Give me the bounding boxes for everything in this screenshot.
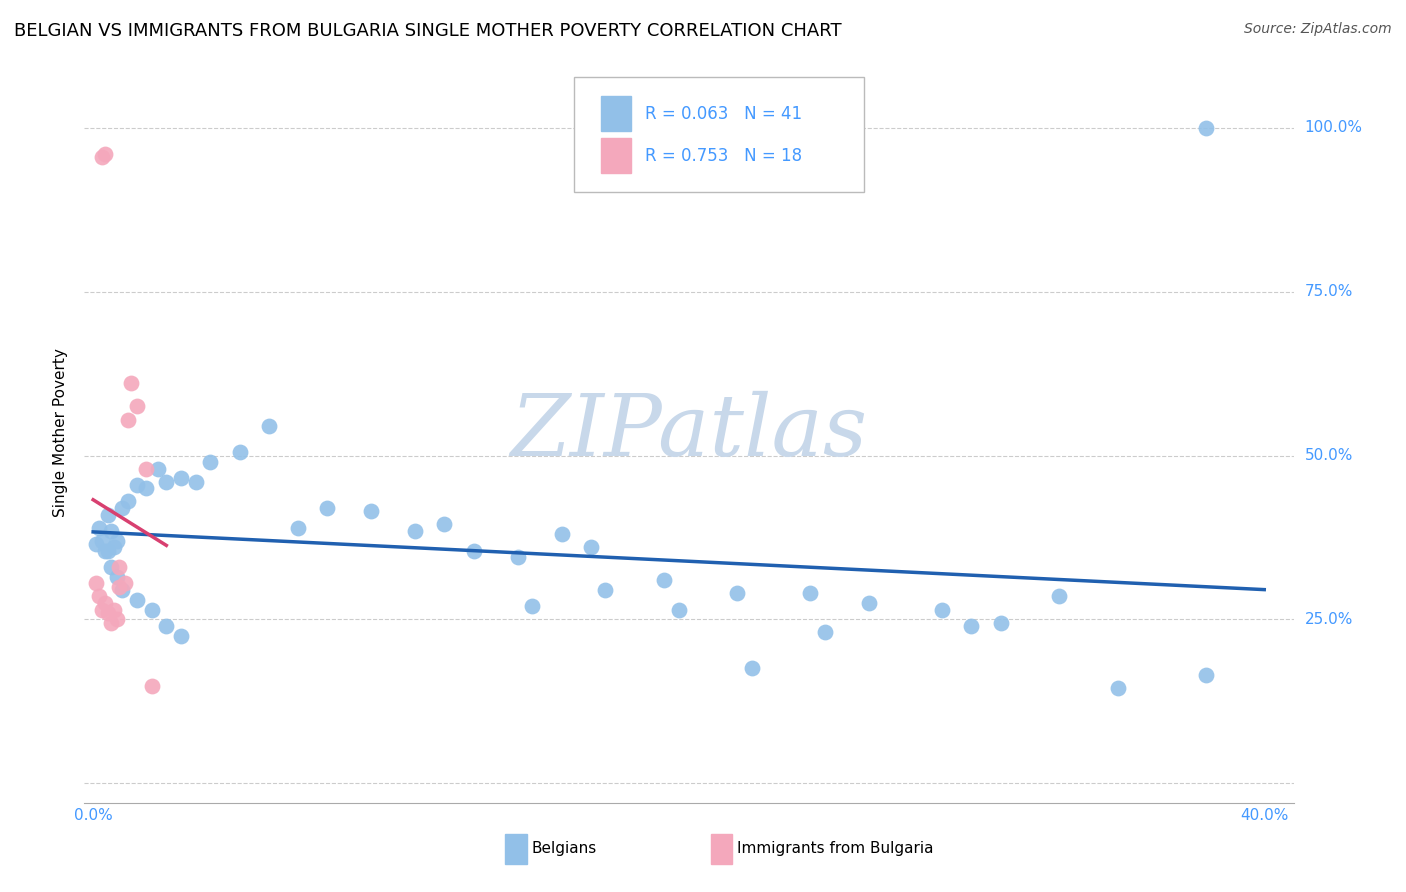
Point [287,521,309,535]
Point [84,576,107,591]
Point [668,602,690,616]
Point [1195,668,1218,682]
Point [170,471,193,485]
Point [94,596,117,610]
Point [90,151,112,165]
Point [111,500,134,515]
Text: Belgians: Belgians [531,841,598,856]
Point [94,543,117,558]
Point [146,461,169,475]
Point [433,517,456,532]
Point [105,533,128,548]
Point [94,147,117,161]
Point [506,550,529,565]
Point [108,580,131,594]
Point [595,582,617,597]
Point [100,524,122,538]
Point [117,412,139,426]
Point [125,478,148,492]
Point [111,582,134,597]
Point [125,400,148,414]
Point [103,541,125,555]
Point [105,570,128,584]
Text: Immigrants from Bulgaria: Immigrants from Bulgaria [737,841,934,856]
Point [1047,590,1070,604]
Point [858,596,880,610]
Text: R = 0.063   N = 41: R = 0.063 N = 41 [645,104,803,122]
FancyBboxPatch shape [574,78,865,192]
Point [84,537,107,551]
Text: BELGIAN VS IMMIGRANTS FROM BULGARIA SINGLE MOTHER POVERTY CORRELATION CHART: BELGIAN VS IMMIGRANTS FROM BULGARIA SING… [14,22,842,40]
Point [103,602,125,616]
Bar [600,95,631,131]
Point [990,615,1012,630]
Point [120,376,142,391]
Point [522,599,544,614]
Point [141,679,163,693]
Point [741,661,763,675]
Point [155,475,177,489]
Point [1107,681,1129,695]
Point [931,602,953,616]
Point [170,629,193,643]
Point [463,543,485,558]
Y-axis label: Single Mother Poverty: Single Mother Poverty [53,348,69,517]
Point [814,625,837,640]
Point [1195,120,1218,135]
Point [550,527,572,541]
Point [117,494,139,508]
Point [125,592,148,607]
Point [257,419,280,434]
Point [114,576,136,591]
Point [97,508,120,522]
Text: ZIPatlas: ZIPatlas [510,392,868,474]
Point [316,500,339,515]
Text: Source: ZipAtlas.com: Source: ZipAtlas.com [1244,22,1392,37]
Point [155,619,177,633]
Point [404,524,426,538]
Point [108,560,131,574]
Point [228,445,250,459]
Point [87,521,110,535]
Point [97,543,120,558]
Point [652,573,675,587]
Bar [600,138,631,173]
Point [141,602,163,616]
Point [184,475,207,489]
Point [100,615,122,630]
Point [105,612,128,626]
Point [97,606,120,620]
Point [360,504,382,518]
Point [200,455,222,469]
Point [100,560,122,574]
Point [960,619,983,633]
Text: 25.0%: 25.0% [1305,612,1353,627]
Point [135,481,157,495]
Point [579,541,602,555]
Point [135,461,157,475]
Point [799,586,821,600]
Text: 100.0%: 100.0% [1305,120,1362,136]
Text: 50.0%: 50.0% [1305,448,1353,463]
Point [90,533,112,548]
Point [725,586,748,600]
Point [90,602,112,616]
Text: 75.0%: 75.0% [1305,285,1353,299]
Bar [505,834,527,863]
Point [87,590,110,604]
Text: R = 0.753   N = 18: R = 0.753 N = 18 [645,146,803,165]
Bar [710,834,733,863]
